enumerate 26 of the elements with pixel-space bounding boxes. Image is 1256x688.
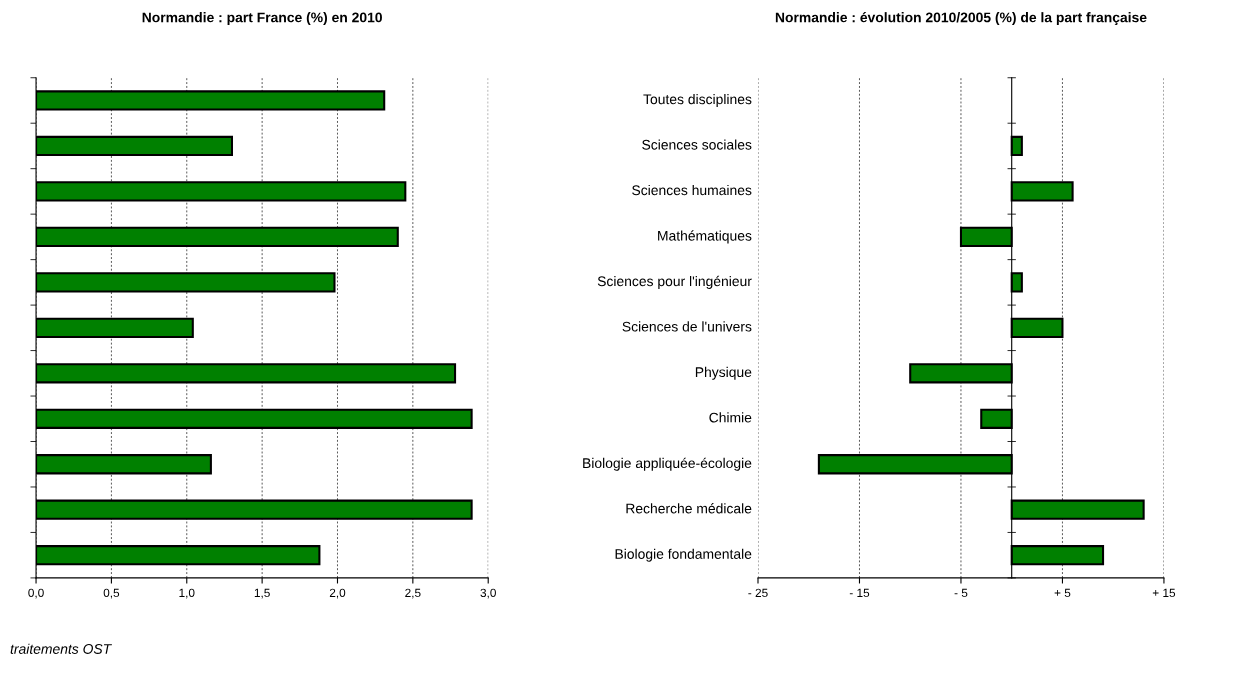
y-tick-label: Recherche médicale xyxy=(626,503,752,514)
x-tick-label: 1,0 xyxy=(179,588,195,599)
x-tick-label: 1,5 xyxy=(254,588,270,599)
y-tick-label: Toutes disciplines xyxy=(643,94,752,107)
x-tick-label: + 15 xyxy=(1152,588,1176,598)
x-tick-label: 2,0 xyxy=(329,588,346,599)
y-tick-label: Physique xyxy=(695,366,752,380)
y-tick-label: Chimie xyxy=(709,412,752,423)
x-tick-label: + 5 xyxy=(1054,588,1071,598)
y-tick-label: Mathématiques xyxy=(658,230,752,244)
x-tick-label: - 15 xyxy=(849,588,870,598)
y-tick-label: Sciences humaines xyxy=(632,184,752,196)
x-tick-label: 0,5 xyxy=(103,588,120,599)
text: traitements OST xyxy=(10,643,112,654)
chart-title: Normandie : part France (%) en 2010 xyxy=(142,12,382,26)
chart-title: Normandie : évolution 2010/2005 (%) de la part française xyxy=(775,12,1147,26)
y-tick-label: Biologie fondamentale xyxy=(615,548,752,562)
x-tick-label: 0,0 xyxy=(28,588,44,599)
x-tick-label: - 25 xyxy=(748,588,768,598)
y-tick-label: Biologie appliquée-écologie xyxy=(583,457,752,471)
y-tick-label: Sciences de l'univers xyxy=(622,321,752,332)
y-tick-label: Sciences sociales xyxy=(642,139,752,150)
y-tick-label: Sciences pour l'ingénieur xyxy=(597,275,752,289)
x-tick-label: 3,0 xyxy=(480,588,496,599)
x-tick-label: 2,5 xyxy=(405,588,421,599)
x-tick-label: - 5 xyxy=(954,588,968,598)
